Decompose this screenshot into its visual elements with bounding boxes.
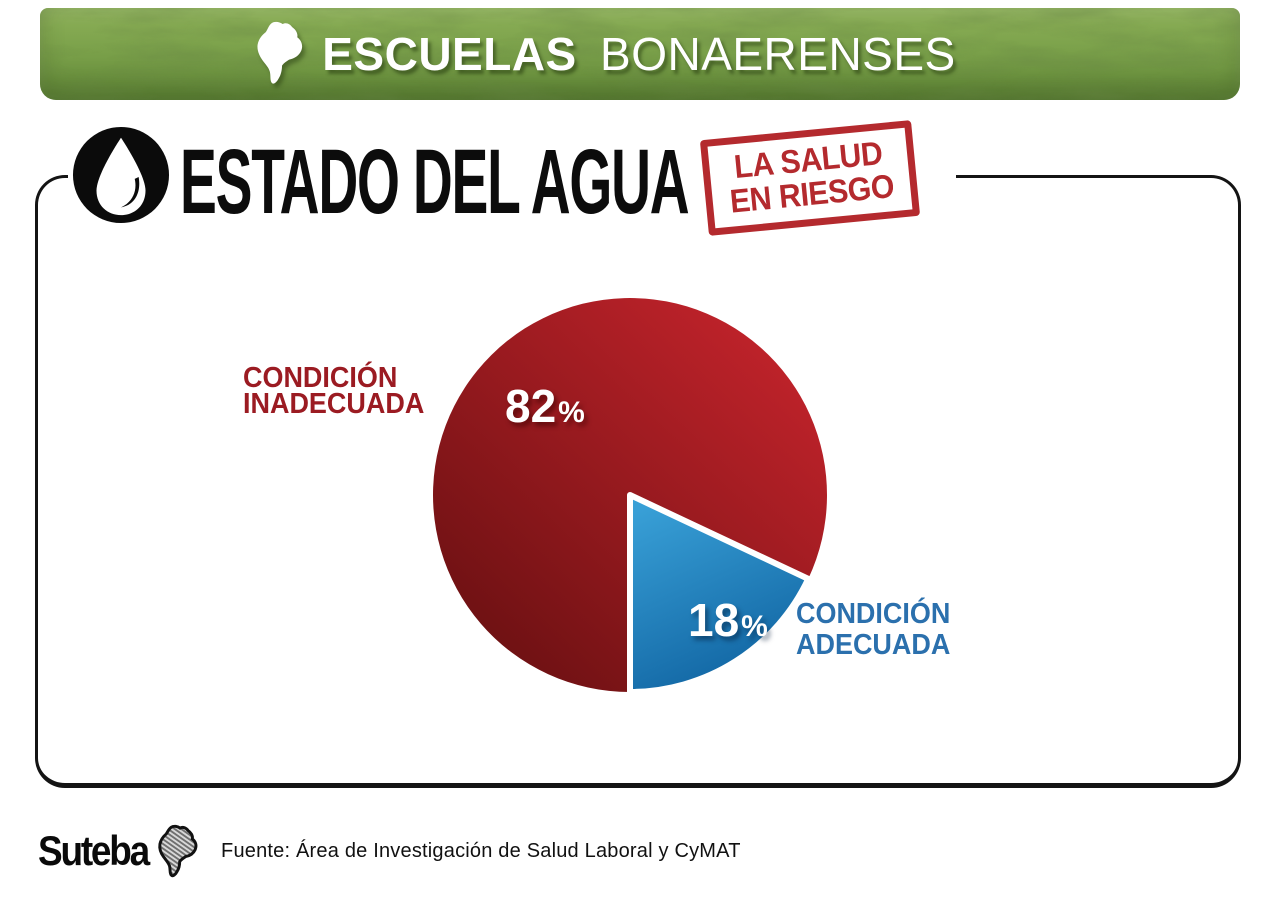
suteba-logo: Suteba xyxy=(38,827,150,874)
risk-stamp: LA SALUD EN RIESGO xyxy=(699,120,921,237)
label-condicion-inadecuada-line1: CONDICIÓN xyxy=(243,362,398,394)
brand-title-light: BONAERENSES xyxy=(600,28,956,80)
brand: ESCUELAS BONAERENSES xyxy=(40,8,1240,100)
brand-title-bold: ESCUELAS xyxy=(322,28,577,80)
value-inadequate: 82 xyxy=(505,380,557,432)
label-condicion-inadecuada-line2: INADECUADA xyxy=(243,387,425,420)
label-condicion-adecuada-line2: ADECUADA xyxy=(796,628,951,661)
header-banner: ESCUELAS BONAERENSES xyxy=(40,8,1240,100)
value-adequate: 18 xyxy=(688,594,740,646)
pie-chart xyxy=(424,289,836,701)
label-condicion-inadecuada: CONDICIÓN INADECUADA xyxy=(243,362,438,420)
buenos-aires-province-map-icon xyxy=(257,21,303,84)
value-adequate-unit: % xyxy=(741,610,768,643)
pie-chart-svg xyxy=(432,298,827,695)
source-text: Fuente: Área de Investigación de Salud L… xyxy=(221,839,741,862)
water-drop-icon xyxy=(72,126,170,224)
value-label-inadequate: 82% xyxy=(505,383,585,429)
brand-title: ESCUELAS BONAERENSES xyxy=(322,31,955,77)
page-title: ESTADO DEL AGUA xyxy=(180,131,690,233)
suteba-province-map-icon xyxy=(158,824,198,878)
value-inadequate-unit: % xyxy=(558,396,585,429)
value-label-adequate: 18% xyxy=(688,597,768,643)
label-condicion-adecuada-line1: CONDICIÓN xyxy=(796,598,951,630)
title-strip: ESTADO DEL AGUA LA SALUD EN RIESGO xyxy=(68,116,956,238)
pie-slice-adequate xyxy=(627,492,812,695)
label-condicion-adecuada: CONDICIÓN ADECUADA xyxy=(796,599,962,660)
footer: Suteba Fuente: Área de Investigación de … xyxy=(38,818,741,884)
